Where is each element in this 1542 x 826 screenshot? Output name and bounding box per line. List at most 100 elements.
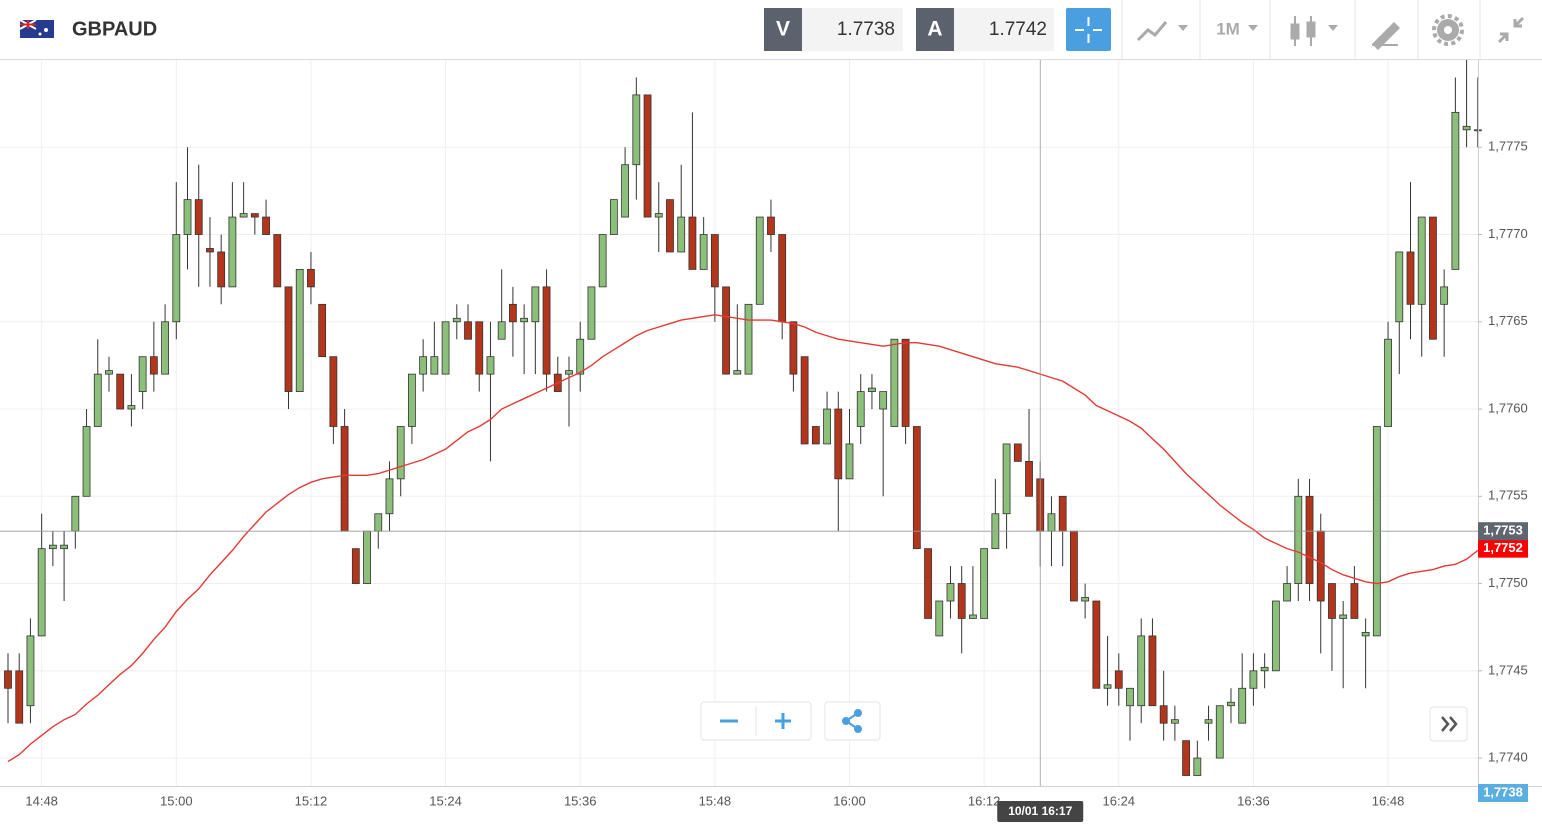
candle-body	[710, 234, 719, 288]
timeframe[interactable]: 1M	[1216, 19, 1240, 38]
candle-body	[48, 544, 57, 550]
candle-body	[1103, 684, 1112, 689]
candle-body	[1395, 251, 1404, 323]
candle-body	[475, 321, 484, 375]
candle-body	[508, 303, 517, 323]
candle-body	[980, 548, 989, 619]
candle-body	[924, 548, 932, 619]
candle-body	[250, 213, 259, 218]
candle-body	[1227, 701, 1235, 707]
buy-price[interactable]: 1.7742	[989, 19, 1047, 40]
candle-body	[1013, 443, 1022, 462]
candle-body	[1294, 495, 1303, 584]
candle-body	[1070, 530, 1078, 602]
candle-body	[879, 391, 888, 410]
settings-button[interactable]	[1432, 14, 1464, 46]
candle-body	[340, 426, 349, 532]
candle-body	[912, 426, 921, 550]
candle-body	[262, 216, 270, 235]
candle-body	[1081, 597, 1090, 602]
share-button[interactable]	[824, 701, 881, 741]
candle-body	[1339, 614, 1348, 619]
candle-body	[1126, 687, 1134, 707]
candle-body	[1193, 757, 1202, 776]
crosshair-price-label: 1,7753	[1483, 523, 1523, 538]
sell-button[interactable]	[764, 8, 802, 51]
candle-body	[531, 286, 540, 323]
candle-body	[1283, 583, 1291, 602]
sell-price[interactable]: 1.7738	[837, 19, 895, 40]
candle-body	[206, 248, 214, 253]
x-tick-label: 16:12	[968, 793, 1001, 808]
candle-body	[800, 356, 809, 445]
candle-body	[1249, 670, 1258, 689]
candle-body	[71, 495, 80, 532]
zoom-controls	[700, 701, 1468, 742]
candle-body	[935, 600, 944, 637]
candle-body	[1182, 740, 1190, 776]
candle-body	[957, 583, 966, 619]
buy-button[interactable]	[916, 8, 954, 51]
candle-body	[598, 234, 607, 288]
candle-body	[845, 443, 854, 480]
candle-body	[823, 408, 831, 445]
candle-body	[733, 370, 742, 375]
candle-body	[1440, 286, 1449, 305]
x-tick-label: 14:48	[25, 793, 58, 808]
zoom-in-button[interactable]	[775, 713, 791, 729]
crosshair-time-box	[997, 801, 1084, 822]
candle-body	[811, 426, 820, 445]
candle-body	[1215, 705, 1224, 759]
collapse-button[interactable]	[1497, 16, 1525, 44]
buy-label[interactable]: A	[927, 18, 942, 41]
candle-body	[1002, 443, 1011, 515]
y-tick-label: 1,7740	[1488, 750, 1528, 765]
crosshair-time-label: 10/01 16:17	[1008, 804, 1072, 818]
sell-price-box[interactable]	[802, 8, 903, 51]
candle-style-button[interactable]	[1290, 16, 1338, 46]
price-tag: 1,7738	[1483, 784, 1523, 799]
price-tag-box	[1478, 783, 1528, 802]
candle-body	[307, 269, 315, 288]
candle-body	[138, 356, 147, 392]
candle-body	[621, 164, 629, 218]
chart-type-button[interactable]	[1136, 21, 1188, 42]
candle-body	[127, 405, 136, 410]
candle-body	[789, 321, 798, 375]
buy-price-box[interactable]	[954, 8, 1054, 51]
candle-body	[677, 216, 686, 253]
candle-body	[228, 216, 237, 288]
candle-body	[1148, 635, 1157, 707]
candle-body	[1316, 530, 1325, 602]
y-tick-label: 1,7770	[1488, 226, 1528, 241]
sell-label[interactable]: V	[776, 18, 790, 41]
scroll-end-button[interactable]	[1429, 706, 1468, 742]
x-tick-label: 15:36	[564, 793, 597, 808]
drawing-button[interactable]	[1372, 22, 1400, 50]
candle-body	[1170, 719, 1179, 724]
candle-body	[1092, 600, 1101, 689]
candle-body	[890, 338, 899, 427]
y-tick-label: 1,7775	[1488, 139, 1528, 154]
candle-body	[1406, 251, 1415, 305]
candle-body	[856, 391, 865, 427]
candle-body	[767, 216, 775, 235]
candle-body	[654, 213, 663, 218]
candle-body	[1473, 129, 1482, 132]
crosshair-button[interactable]	[1066, 8, 1111, 51]
price-tag-box	[1478, 539, 1528, 558]
candle-body	[419, 356, 428, 375]
candle-body	[1271, 600, 1280, 672]
timeframe-button[interactable]: 1M	[1216, 19, 1258, 38]
crosshair-price-label-box	[1478, 522, 1528, 541]
candle-body	[1137, 635, 1146, 707]
candle-body	[520, 317, 529, 323]
candle-body	[1462, 125, 1471, 131]
candle-body	[452, 317, 461, 323]
flag-icon	[19, 19, 54, 38]
candle-body	[969, 614, 977, 619]
candle-body	[542, 286, 551, 375]
candle-body	[15, 670, 24, 724]
